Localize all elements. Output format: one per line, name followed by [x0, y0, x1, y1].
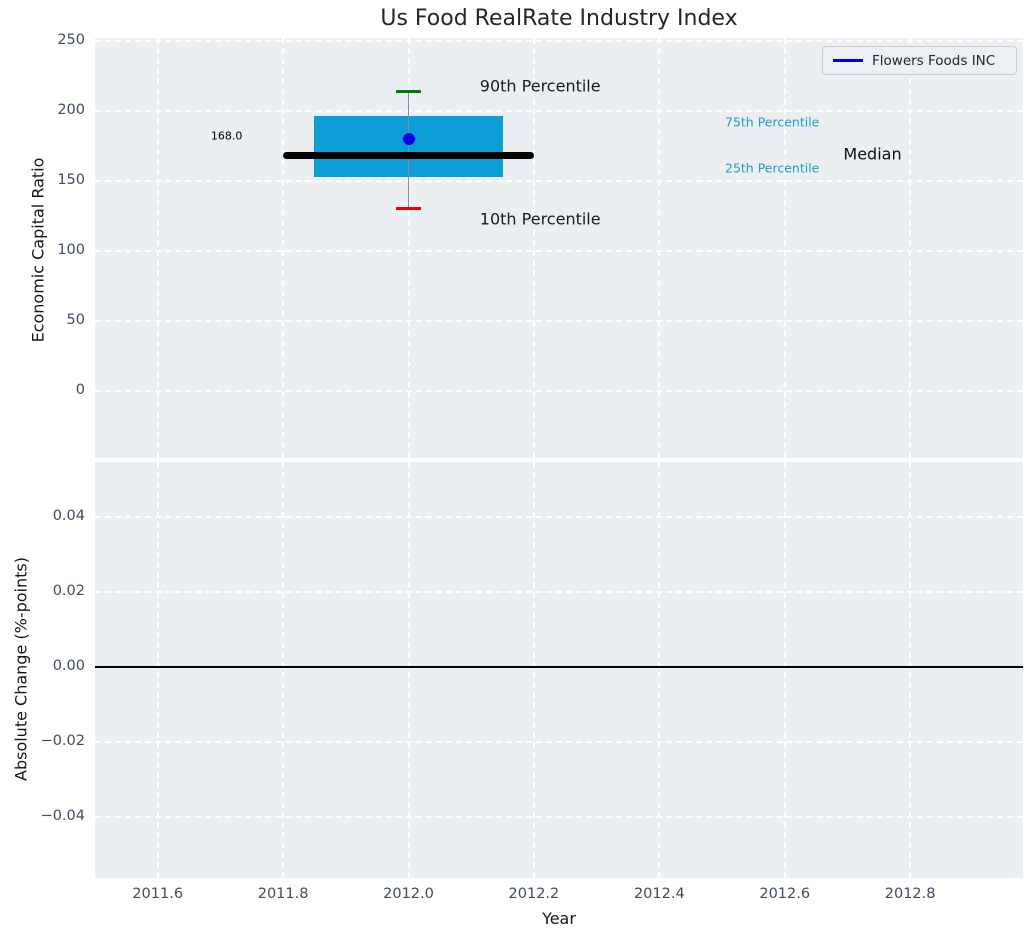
x-gridline: [156, 38, 159, 458]
x-gridline: [407, 38, 410, 458]
legend-label: Flowers Foods INC: [872, 52, 996, 69]
x-tick-label: 2011.8: [257, 886, 309, 902]
annotation-75th-percentile: 75th Percentile: [725, 114, 820, 130]
y-gridline: [95, 39, 1023, 42]
x-gridline: [156, 462, 159, 878]
y-gridline: [95, 179, 1023, 182]
y-tick-label: 0: [75, 381, 85, 398]
y-tick-label: 150: [57, 171, 85, 188]
y-gridline: [95, 389, 1023, 392]
x-gridline: [407, 462, 410, 878]
x-tick-label: 2012.2: [508, 886, 560, 902]
annotation-168-0: 168.0: [210, 129, 243, 143]
annotation-median: Median: [843, 144, 902, 164]
x-gridline: [282, 462, 285, 878]
chart-title: Us Food RealRate Industry Index: [380, 6, 738, 31]
company-marker-dot: [402, 132, 415, 145]
top-axes-plot-area: [95, 38, 1023, 458]
y-tick-label: 100: [57, 241, 85, 258]
x-tick-label: 2012.6: [759, 886, 811, 902]
y-tick-label: 0.04: [52, 507, 85, 524]
bottom-axes-plot-area: [95, 462, 1023, 878]
y-tick-label: 200: [57, 101, 85, 118]
y-gridline: [95, 591, 1023, 594]
median-line: [283, 152, 534, 160]
x-gridline: [532, 38, 535, 458]
whisker-cap-10th: [396, 207, 421, 211]
whisker-line: [407, 91, 410, 209]
x-tick-label: 2012.8: [884, 886, 936, 902]
x-tick-label: 2012.0: [383, 886, 434, 902]
y-tick-label: 50: [66, 311, 85, 328]
x-gridline: [783, 462, 786, 878]
y-tick-label: −0.02: [40, 733, 85, 750]
x-gridline: [783, 38, 786, 458]
y-gridline: [95, 741, 1023, 744]
annotation-90th-percentile: 90th Percentile: [479, 76, 601, 96]
whisker-cap-90th: [396, 89, 421, 93]
x-tick-label: 2012.4: [633, 886, 685, 902]
y-gridline: [95, 319, 1023, 322]
x-gridline: [658, 462, 661, 878]
x-gridline: [909, 38, 912, 458]
x-axis-label: Year: [542, 909, 576, 928]
y-gridline: [95, 515, 1023, 518]
y-tick-label: 0.02: [52, 583, 85, 600]
x-tick-label: 2011.6: [132, 886, 184, 902]
x-gridline: [658, 38, 661, 458]
legend-line-icon: [833, 59, 863, 62]
legend: Flowers Foods INC: [822, 46, 1017, 75]
x-gridline: [909, 462, 912, 878]
y-tick-label: 0.00: [52, 658, 85, 675]
y-gridline: [95, 249, 1023, 252]
y-tick-label: 250: [57, 31, 85, 48]
y-gridline: [95, 816, 1023, 819]
annotation-10th-percentile: 10th Percentile: [479, 209, 601, 229]
x-gridline: [282, 38, 285, 458]
annotation-25th-percentile: 25th Percentile: [725, 160, 820, 176]
zero-line: [95, 666, 1023, 669]
y-gridline: [95, 109, 1023, 112]
x-gridline: [532, 462, 535, 878]
y-tick-label: −0.04: [40, 808, 85, 825]
